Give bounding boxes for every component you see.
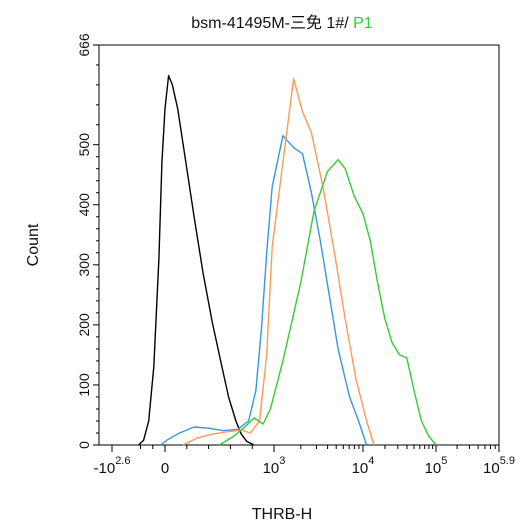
plot-area-frame (98, 44, 500, 446)
chart-title-suffix: P1 (353, 15, 373, 32)
chart-title: bsm-41495M-三免 1#/ P1 (191, 14, 373, 32)
x-tick-exponent: 5 (441, 455, 447, 467)
x-tick-base: 10 (352, 460, 369, 477)
series-line-4 (219, 158, 437, 446)
x-tick-exponent: 3 (279, 455, 285, 467)
y-tick-label: 100 (76, 373, 92, 397)
x-axis-label: THRB-H (252, 506, 312, 523)
x-tick-exponent: 4 (368, 455, 374, 467)
y-tick-label: 500 (76, 133, 92, 157)
x-tick-base: 10 (263, 460, 280, 477)
x-tick-base: 0 (161, 460, 169, 477)
x-tick-base: 10 (425, 460, 442, 477)
x-tick-label: 105 (425, 455, 448, 477)
x-tick-base: -10 (94, 460, 116, 477)
y-axis: 0 100 200 300 400 500 666 (76, 33, 99, 449)
series-line-3 (182, 77, 375, 446)
y-tick-label: 0 (76, 441, 92, 449)
chart-title-prefix: bsm-41495M-三免 1#/ (191, 14, 353, 32)
x-tick-exponent: 2.6 (115, 455, 130, 467)
histogram-curves (138, 74, 437, 446)
x-tick-label: 105.9 (483, 455, 515, 477)
y-tick-label: 300 (76, 253, 92, 277)
y-axis-label: Count (25, 223, 42, 266)
x-tick-label: 104 (352, 455, 375, 477)
x-tick-exponent: 5.9 (500, 455, 515, 467)
x-tick-label: 103 (263, 455, 286, 477)
x-axis: -102.6 0 103 104 105 105.9 (94, 445, 515, 477)
x-tick-label: -102.6 (94, 455, 131, 477)
y-tick-label: 400 (76, 193, 92, 217)
series-line-1 (138, 74, 255, 446)
y-tick-label: 666 (76, 33, 92, 57)
x-tick-label: 0 (161, 460, 169, 477)
x-tick-base: 10 (483, 460, 500, 477)
y-tick-label: 200 (76, 313, 92, 337)
series-line-2 (160, 134, 368, 446)
